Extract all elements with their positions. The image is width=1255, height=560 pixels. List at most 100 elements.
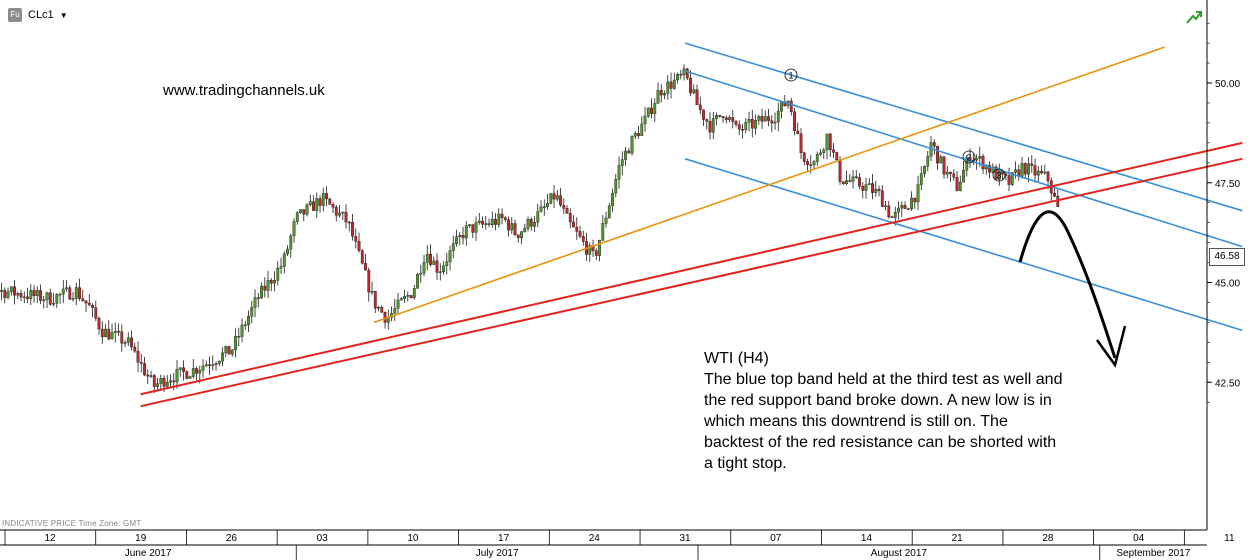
candle-body (399, 298, 403, 301)
red-trend-line (140, 157, 1243, 408)
candle-body (490, 219, 494, 225)
x-tick-label: 04 (1133, 533, 1145, 544)
candle-body (939, 156, 943, 164)
candle-body (529, 219, 533, 227)
candle-body (663, 93, 666, 96)
blue-trend-line (684, 42, 1243, 212)
candle-body (438, 271, 442, 273)
candle-body (201, 365, 205, 371)
candle-body (169, 380, 172, 383)
candle-body (113, 331, 117, 333)
candle-body (702, 109, 705, 120)
candle-body (789, 100, 793, 113)
candle-body (68, 287, 72, 300)
candle-body (523, 228, 527, 232)
candle-body (890, 216, 894, 218)
candle-body (149, 375, 153, 377)
candle-body (6, 291, 10, 298)
candle-body (380, 306, 384, 313)
candle-body (295, 212, 299, 222)
candle-body (1007, 175, 1011, 185)
candle-body (237, 336, 241, 338)
candle-body (425, 253, 429, 263)
candle-body (403, 296, 406, 299)
candle-body (815, 154, 819, 162)
candle-body (734, 121, 738, 125)
candle-body (936, 145, 939, 164)
candle-body (250, 307, 254, 317)
candle-body (1010, 172, 1014, 185)
y-tick-label: 50.00 (1215, 79, 1240, 90)
candle-body (263, 285, 267, 291)
candle-body (858, 177, 861, 187)
candle-body (874, 188, 878, 193)
candle-body (955, 177, 959, 191)
candle-body (497, 213, 501, 225)
candle-body (604, 217, 608, 224)
candle-body (884, 205, 887, 207)
candle-body (292, 221, 296, 237)
chevron-down-icon[interactable]: ▼ (59, 10, 68, 20)
green-trend-arrow-icon[interactable] (1186, 10, 1202, 24)
candle-body (750, 119, 754, 129)
last-price-tag: 46.58 (1209, 248, 1245, 266)
candle-body (526, 219, 530, 229)
candle-body (0, 289, 3, 292)
candle-body (162, 378, 166, 387)
candle-body (685, 68, 689, 79)
candle-body (835, 152, 839, 161)
candle-body (614, 179, 618, 194)
candle-body (643, 115, 647, 125)
candle-body (503, 217, 507, 220)
x-month-label: July 2017 (476, 548, 519, 559)
candle-body (42, 299, 46, 302)
candle-body (442, 265, 445, 272)
candle-body (412, 288, 416, 298)
x-tick-label: 14 (861, 533, 873, 544)
candle-body (520, 231, 523, 239)
candle-body (611, 192, 614, 207)
x-month-label: June 2017 (125, 548, 172, 559)
candle-body (500, 213, 504, 218)
candle-body (536, 211, 540, 223)
y-axis-ticks: 50.00 47.50 45.00 42.50 (1207, 22, 1240, 403)
candle-body (679, 74, 683, 76)
candle-body (494, 219, 497, 225)
candle-body (39, 290, 42, 301)
candle-body (741, 129, 744, 131)
candle-body (240, 324, 244, 337)
candle-body (542, 206, 546, 208)
candle-body (247, 316, 250, 325)
x-axis-months: June 2017 July 2017 August 2017 September 2… (125, 545, 1191, 560)
candle-body (256, 297, 260, 299)
candle-body (78, 287, 81, 299)
candle-body (903, 205, 907, 209)
candle-body (110, 332, 114, 340)
forecast-arrowhead-icon (1095, 325, 1127, 368)
candle-body (773, 121, 777, 124)
candle-body (633, 133, 637, 137)
candle-body (1027, 163, 1030, 175)
candle-body (809, 164, 813, 166)
candle-body (572, 221, 575, 228)
candle-body (474, 222, 478, 233)
candle-body (871, 183, 874, 193)
candle-body (988, 164, 991, 173)
candle-body (435, 260, 439, 273)
candle-body (347, 221, 351, 224)
candle-body (325, 193, 328, 200)
candle-body (91, 305, 94, 308)
symbol-label[interactable]: CLc1 (28, 9, 54, 21)
candle-body (286, 248, 289, 255)
candle-body (669, 81, 673, 89)
candle-body (952, 173, 956, 178)
candle-body (565, 208, 569, 214)
candle-body (757, 116, 761, 121)
candle-body (546, 203, 549, 207)
futures-badge[interactable]: Fu (8, 8, 22, 22)
candle-body (965, 157, 969, 171)
candle-body (718, 115, 722, 117)
candle-body (464, 225, 468, 239)
candle-body (422, 262, 426, 274)
candle-body (549, 193, 553, 204)
